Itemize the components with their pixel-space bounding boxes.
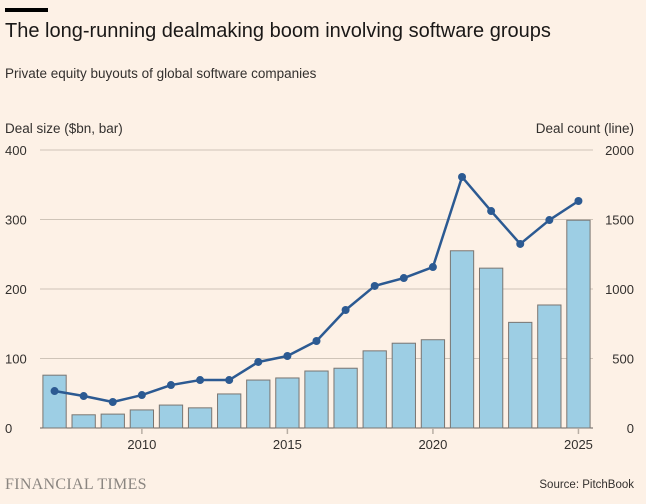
y-tick-right: 0 <box>627 421 634 436</box>
x-tick-label: 2015 <box>273 437 302 452</box>
y-tick-left: 100 <box>5 352 27 367</box>
y-tick-left: 300 <box>5 213 27 228</box>
bar-2019 <box>391 342 416 429</box>
y-tick-right: 1000 <box>605 282 634 297</box>
line-point-2015 <box>283 351 292 360</box>
x-tick-label: 2025 <box>564 437 593 452</box>
line-point-2025 <box>574 197 583 206</box>
bar-2014 <box>246 379 271 429</box>
line-point-2011 <box>166 381 175 390</box>
y-tick-right: 1500 <box>605 213 634 228</box>
y-tick-right: 500 <box>612 352 634 367</box>
left-axis-label: Deal size ($bn, bar) <box>5 121 123 136</box>
source-note: Source: PitchBook <box>539 479 634 491</box>
bar-2017 <box>333 367 358 429</box>
chart-title: The long-running dealmaking boom involvi… <box>5 20 551 42</box>
line-point-2008 <box>79 392 88 401</box>
line-point-2018 <box>370 281 379 290</box>
bar-2022 <box>478 267 504 429</box>
line-point-2022 <box>487 207 496 216</box>
line-point-2012 <box>196 376 205 385</box>
line-point-2007 <box>50 387 59 396</box>
line-point-2019 <box>399 274 408 283</box>
bar-2011 <box>158 404 184 429</box>
right-axis-label: Deal count (line) <box>535 121 634 136</box>
bar-2013 <box>217 393 242 429</box>
bar-2012 <box>187 407 213 429</box>
line-point-2017 <box>341 305 350 314</box>
bar-2007 <box>42 374 67 429</box>
bar-2023 <box>508 321 533 429</box>
line-point-2013 <box>225 376 234 385</box>
line-point-2021 <box>458 172 467 181</box>
y-tick-left: 200 <box>5 282 27 297</box>
bar-2025 <box>566 219 591 429</box>
bar-2020 <box>420 339 446 429</box>
line-point-2016 <box>312 336 321 345</box>
line-point-2009 <box>108 398 117 407</box>
line-point-2020 <box>428 263 437 272</box>
y-tick-right: 2000 <box>605 143 634 158</box>
bar-2010 <box>129 409 155 429</box>
bar-2021 <box>449 250 475 429</box>
bar-2009 <box>100 413 125 429</box>
bar-2016 <box>304 370 329 429</box>
line-point-2024 <box>545 216 554 225</box>
bar-2018 <box>362 350 387 429</box>
ft-accent-bar <box>5 8 48 12</box>
y-tick-left: 400 <box>5 143 27 158</box>
bar-2015 <box>275 377 300 429</box>
ft-logo: FINANCIAL TIMES <box>5 476 147 493</box>
line-point-2014 <box>254 357 263 366</box>
y-tick-left: 0 <box>5 421 12 436</box>
line-point-2023 <box>516 239 525 248</box>
chart-subtitle: Private equity buyouts of global softwar… <box>5 66 317 81</box>
x-tick-label: 2010 <box>127 437 156 452</box>
line-point-2010 <box>137 391 146 400</box>
bar-2024 <box>537 304 562 429</box>
bar-2008 <box>71 414 96 429</box>
x-tick-label: 2020 <box>418 437 447 452</box>
